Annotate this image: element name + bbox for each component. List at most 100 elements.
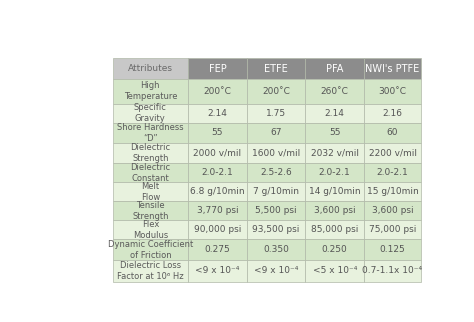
Bar [364,79,421,104]
Text: PFA: PFA [326,64,343,74]
Text: Dielectric
Strength: Dielectric Strength [130,143,170,163]
Text: 14 g/10min: 14 g/10min [309,187,361,196]
Bar [364,163,421,182]
Text: 2.0-2.1: 2.0-2.1 [319,168,351,177]
Bar [112,104,188,123]
Bar [247,220,305,239]
Bar [247,239,305,260]
Text: Tensile
Strength: Tensile Strength [132,201,169,221]
Text: <9 x 10⁻⁴: <9 x 10⁻⁴ [195,267,240,276]
Text: 6.8 g/10min: 6.8 g/10min [190,187,245,196]
Bar [247,123,305,143]
Text: 2000 v/mil: 2000 v/mil [193,148,241,157]
Bar [188,123,247,143]
Text: 2.16: 2.16 [383,109,402,118]
Text: Flex
Modulus: Flex Modulus [133,220,168,240]
Text: 200˚C: 200˚C [262,87,290,96]
Text: 2032 v/mil: 2032 v/mil [310,148,359,157]
Text: <5 x 10⁻⁴: <5 x 10⁻⁴ [312,267,357,276]
Bar [364,182,421,201]
Bar [247,143,305,163]
Text: 300˚C: 300˚C [379,87,407,96]
Bar [112,123,188,143]
Bar [247,201,305,220]
Text: 15 g/10min: 15 g/10min [367,187,419,196]
Text: Shore Hardness
“D”: Shore Hardness “D” [117,123,183,143]
Bar [364,104,421,123]
Bar [364,239,421,260]
Bar [364,59,421,79]
Text: 60: 60 [387,128,398,137]
Bar [188,104,247,123]
Bar [305,59,364,79]
Bar [247,104,305,123]
Text: 0.7-1.1x 10⁻⁴: 0.7-1.1x 10⁻⁴ [363,267,423,276]
Bar [112,59,188,79]
Bar [364,201,421,220]
Text: ETFE: ETFE [264,64,288,74]
Bar [247,59,305,79]
Text: 2.5-2.6: 2.5-2.6 [260,168,292,177]
Bar [247,163,305,182]
Text: Dielectric
Constant: Dielectric Constant [130,163,170,183]
Bar [305,201,364,220]
Text: 2.14: 2.14 [325,109,345,118]
Text: 3,770 psi: 3,770 psi [197,206,238,215]
Bar [112,201,188,220]
Bar [188,163,247,182]
Text: Specific
Gravity: Specific Gravity [134,103,167,123]
Text: 55: 55 [212,128,223,137]
Bar [305,163,364,182]
Bar [305,239,364,260]
Bar [188,220,247,239]
Bar [305,220,364,239]
Text: NWI's PTFE: NWI's PTFE [365,64,419,74]
Text: 0.125: 0.125 [380,245,405,254]
Text: <9 x 10⁻⁴: <9 x 10⁻⁴ [254,267,298,276]
Text: 7 g/10min: 7 g/10min [253,187,299,196]
Bar [305,79,364,104]
Bar [305,143,364,163]
Bar [188,182,247,201]
Text: 85,000 psi: 85,000 psi [311,225,358,234]
Text: Melt
Flow: Melt Flow [141,182,160,202]
Text: 2.0-2.1: 2.0-2.1 [201,168,233,177]
Bar [112,79,188,104]
Text: FEP: FEP [209,64,226,74]
Bar [112,163,188,182]
Bar [112,143,188,163]
Bar [305,182,364,201]
Bar [305,260,364,282]
Text: 260˚C: 260˚C [321,87,348,96]
Bar [364,123,421,143]
Bar [188,260,247,282]
Text: 3,600 psi: 3,600 psi [372,206,413,215]
Bar [188,143,247,163]
Bar [188,59,247,79]
Text: Dynamic Coefficient
of Friction: Dynamic Coefficient of Friction [108,240,193,260]
Bar [247,182,305,201]
Text: 90,000 psi: 90,000 psi [194,225,241,234]
Text: Dielectric Loss
Factor at 10⁶ Hz: Dielectric Loss Factor at 10⁶ Hz [117,261,183,281]
Text: Attributes: Attributes [128,64,173,73]
Bar [112,220,188,239]
Text: 200˚C: 200˚C [203,87,231,96]
Text: 2.14: 2.14 [208,109,228,118]
Bar [364,143,421,163]
Bar [188,201,247,220]
Bar [247,79,305,104]
Text: 2200 v/mil: 2200 v/mil [369,148,417,157]
Text: 5,500 psi: 5,500 psi [255,206,297,215]
Text: 1600 v/mil: 1600 v/mil [252,148,300,157]
Text: 0.350: 0.350 [263,245,289,254]
Bar [305,123,364,143]
Bar [247,260,305,282]
Text: 93,500 psi: 93,500 psi [252,225,300,234]
Bar [112,239,188,260]
Text: 75,000 psi: 75,000 psi [369,225,416,234]
Text: 0.275: 0.275 [205,245,230,254]
Bar [112,260,188,282]
Bar [305,104,364,123]
Text: High
Temperature: High Temperature [124,81,177,101]
Bar [364,260,421,282]
